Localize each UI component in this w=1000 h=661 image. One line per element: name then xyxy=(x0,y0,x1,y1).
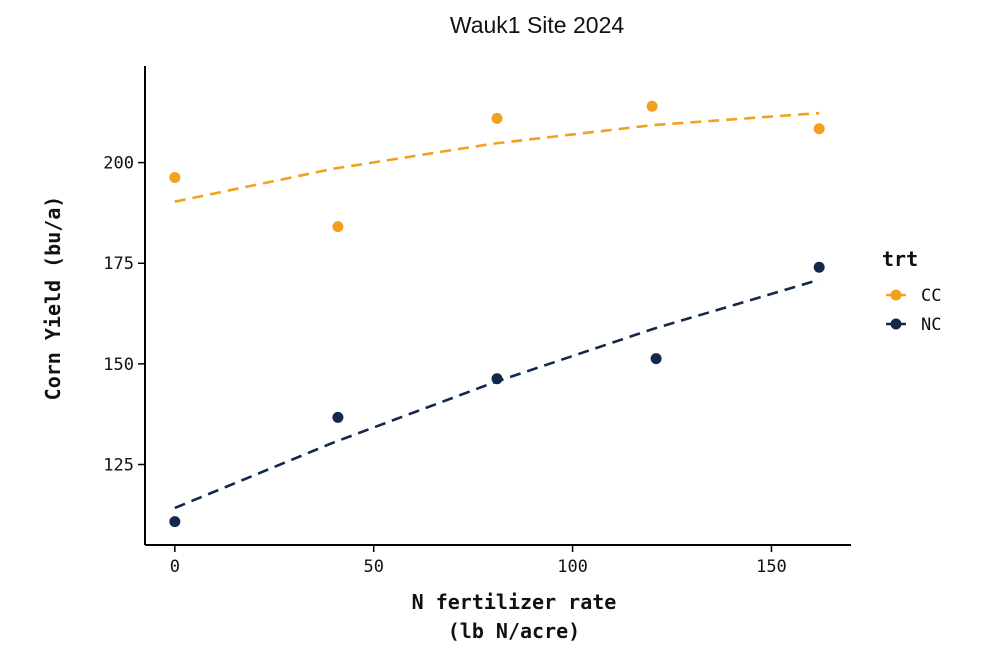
x-tick-label: 150 xyxy=(756,557,787,577)
y-tick-label: 200 xyxy=(103,154,134,174)
legend-label-cc: CC xyxy=(921,286,941,306)
trend-line-nc xyxy=(174,278,820,510)
y-tick-label: 125 xyxy=(103,455,134,475)
legend-label-nc: NC xyxy=(921,315,941,335)
data-point-cc xyxy=(169,171,181,183)
data-point-nc xyxy=(332,411,344,423)
y-tick-label: 150 xyxy=(103,355,134,375)
data-point-cc xyxy=(491,112,503,124)
x-tick-label: 50 xyxy=(363,557,383,577)
data-point-nc xyxy=(491,373,503,385)
data-point-nc xyxy=(650,353,662,365)
data-points xyxy=(169,100,825,528)
data-point-cc xyxy=(646,100,658,112)
y-axis-ticks: 125 150 175 200 xyxy=(103,154,145,475)
trend-line-cc xyxy=(174,111,820,203)
trend-lines xyxy=(174,111,820,510)
data-point-nc xyxy=(169,516,181,528)
y-tick-label: 175 xyxy=(103,254,134,274)
y-axis-title: Corn Yield (bu/a) xyxy=(41,196,65,401)
chart-title: Wauk1 Site 2024 xyxy=(450,12,625,38)
x-tick-label: 100 xyxy=(557,557,588,577)
legend-key-point xyxy=(890,289,902,301)
legend-title: trt xyxy=(882,247,918,271)
legend-key-point xyxy=(890,318,902,330)
x-tick-label: 0 xyxy=(170,557,180,577)
legend: trt CC NC xyxy=(882,247,941,335)
data-point-cc xyxy=(813,123,825,135)
data-point-nc xyxy=(813,261,825,273)
x-axis-title-line2: (lb N/acre) xyxy=(448,619,580,643)
x-axis-ticks: 0 50 100 150 xyxy=(170,545,787,577)
data-point-cc xyxy=(332,221,344,233)
x-axis-title-line1: N fertilizer rate xyxy=(412,590,617,614)
